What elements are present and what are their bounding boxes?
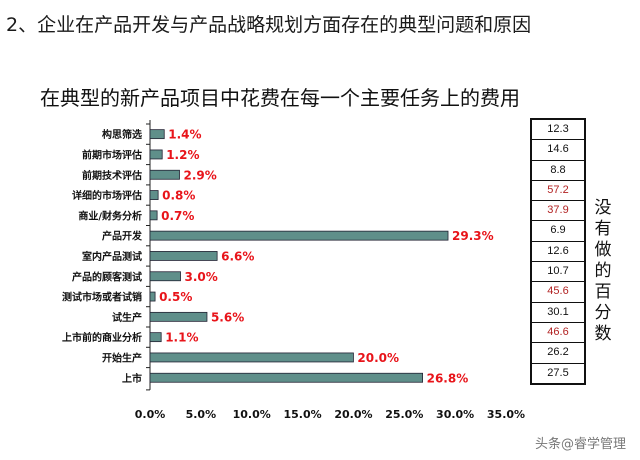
chart-title: 在典型的新产品项目中花费在每一个主要任务上的费用	[40, 86, 520, 110]
bar	[149, 291, 156, 302]
table-cell: 57.2	[532, 181, 584, 202]
side-label-char: 数	[594, 324, 612, 344]
x-tick-label: 30.0%	[436, 408, 474, 421]
bar	[149, 129, 165, 140]
category-label: 试生产	[112, 311, 142, 324]
bar	[149, 251, 218, 261]
side-label-char: 做	[594, 240, 612, 260]
data-label: 6.6%	[221, 249, 254, 263]
table-cell: 12.6	[532, 242, 584, 263]
category-label: 产品的顾客测试	[72, 270, 142, 283]
data-label: 20.0%	[357, 351, 399, 365]
data-label: 1.1%	[165, 331, 198, 345]
x-tick-label: 5.0%	[186, 408, 217, 421]
side-label-char: 分	[594, 303, 612, 323]
data-label: 1.4%	[168, 128, 201, 142]
x-tick-label: 10.0%	[233, 408, 271, 421]
category-label: 前期技术评估	[82, 169, 142, 182]
table-cell: 45.6	[532, 282, 584, 303]
x-tick-label: 15.0%	[283, 408, 321, 421]
category-label: 产品开发	[102, 230, 143, 243]
table-cell: 12.3	[532, 120, 584, 141]
data-label: 26.8%	[427, 371, 469, 385]
table-cell: 30.1	[532, 303, 584, 323]
x-tick-label: 20.0%	[334, 408, 372, 421]
table-cell: 46.6	[532, 323, 584, 344]
table-cell: 6.9	[532, 221, 584, 242]
table-cell: 8.8	[532, 161, 584, 181]
bar	[149, 169, 180, 180]
table-cell: 27.5	[547, 366, 569, 379]
bar	[149, 149, 163, 160]
category-label: 上市	[122, 372, 142, 385]
data-label: 0.8%	[162, 189, 195, 203]
bar	[149, 372, 423, 383]
data-label: 0.5%	[159, 290, 192, 304]
bar	[149, 230, 449, 241]
bar	[149, 210, 158, 221]
side-label-char: 百	[594, 282, 612, 302]
data-label: 1.2%	[166, 148, 199, 162]
section-heading: 2、企业在产品开发与产品战略规划方面存在的典型问题和原因	[6, 14, 532, 36]
data-label: 2.9%	[183, 168, 216, 182]
category-label: 详细的市场评估	[72, 189, 142, 202]
category-label: 上市前的商业分析	[62, 331, 142, 344]
bar	[149, 271, 181, 282]
x-tick-label: 0.0%	[135, 408, 166, 421]
category-label: 测试市场或者试销	[62, 291, 142, 304]
table-cell: 37.9	[532, 201, 584, 222]
category-label: 开始生产	[102, 351, 142, 364]
table-cell: 14.6	[532, 140, 584, 161]
bar	[149, 311, 208, 322]
table-cell: 26.2	[532, 343, 584, 364]
side-label-char: 没	[594, 198, 612, 218]
data-label: 5.6%	[211, 310, 244, 324]
category-label: 室内产品测试	[82, 250, 142, 263]
not-done-percent-table: 12.3 14.6 8.8 57.2 37.9 6.9 12.6 10.7 45.6 30.1 46…	[530, 118, 586, 385]
x-tick-label: 25.0%	[385, 408, 423, 421]
data-label: 29.3%	[452, 229, 494, 243]
category-label: 前期市场评估	[82, 148, 142, 161]
x-tick-label: 35.0%	[487, 408, 525, 421]
category-label: 商业/财务分析	[78, 209, 142, 222]
table-cell: 10.7	[532, 262, 584, 283]
side-label-char: 的	[594, 261, 612, 281]
category-label: 构思筛选	[102, 128, 142, 141]
bar	[149, 190, 159, 200]
not-done-percent-label: 没有做的百分数	[591, 198, 615, 345]
watermark: 头条@睿学管理	[534, 437, 626, 452]
side-label-char: 有	[594, 219, 612, 239]
bar	[149, 332, 162, 343]
data-label: 0.7%	[161, 209, 194, 223]
bar	[149, 352, 354, 363]
data-label: 3.0%	[185, 270, 218, 284]
